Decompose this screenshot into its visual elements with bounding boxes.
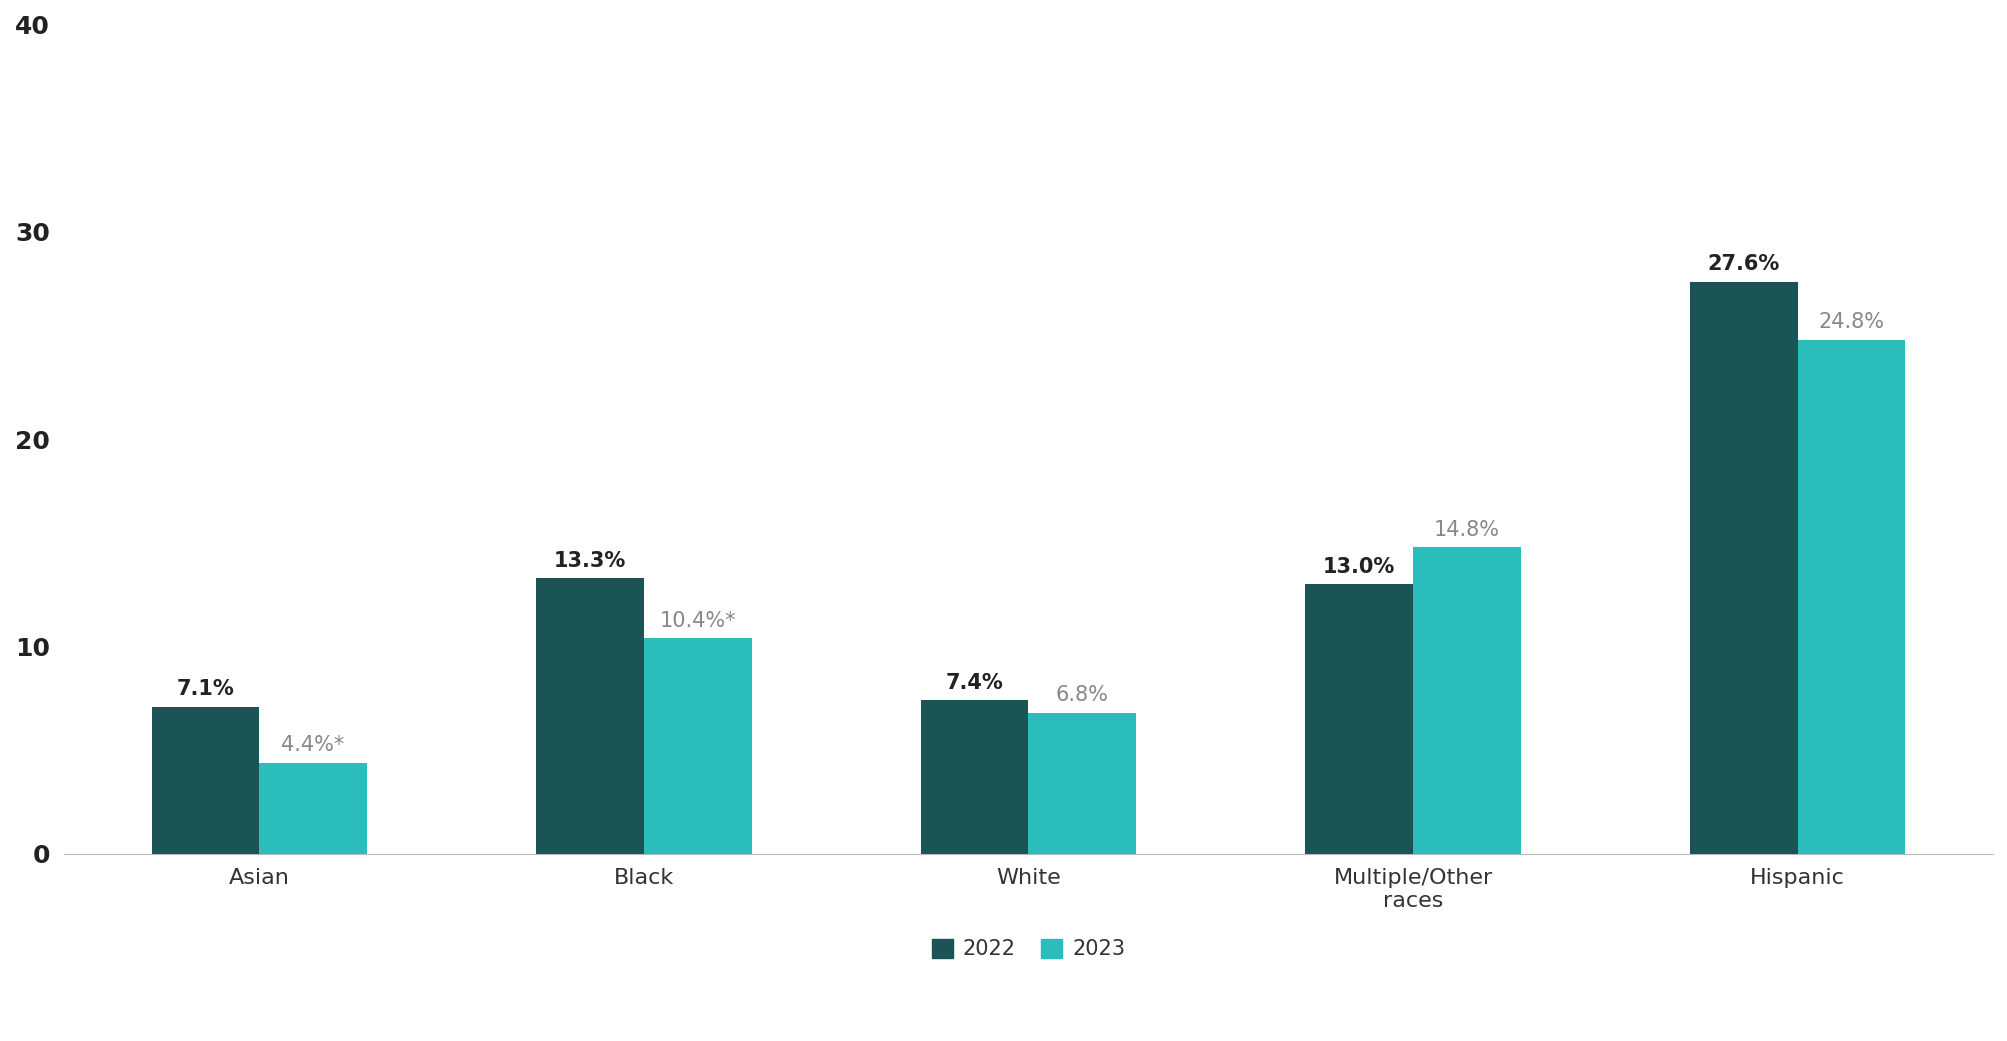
Bar [1028, 713, 1136, 854]
Text: 7.4%: 7.4% [945, 674, 1004, 693]
Bar [1413, 547, 1519, 854]
Text: 24.8%: 24.8% [1818, 312, 1883, 332]
Bar [644, 638, 751, 854]
Text: 6.8%: 6.8% [1056, 685, 1108, 706]
Bar [151, 707, 259, 854]
Bar [1796, 339, 1905, 854]
Bar [536, 578, 644, 854]
Legend: 2022, 2023: 2022, 2023 [923, 931, 1134, 968]
Text: 14.8%: 14.8% [1433, 519, 1499, 539]
Bar [1690, 281, 1796, 854]
Bar [1305, 584, 1413, 854]
Bar [259, 762, 367, 854]
Text: 10.4%*: 10.4%* [658, 611, 737, 631]
Text: 7.1%: 7.1% [177, 680, 235, 700]
Text: 4.4%*: 4.4%* [281, 735, 345, 756]
Text: 13.3%: 13.3% [554, 551, 626, 570]
Text: 13.0%: 13.0% [1323, 557, 1395, 577]
Text: 27.6%: 27.6% [1706, 254, 1778, 274]
Bar [921, 701, 1028, 854]
